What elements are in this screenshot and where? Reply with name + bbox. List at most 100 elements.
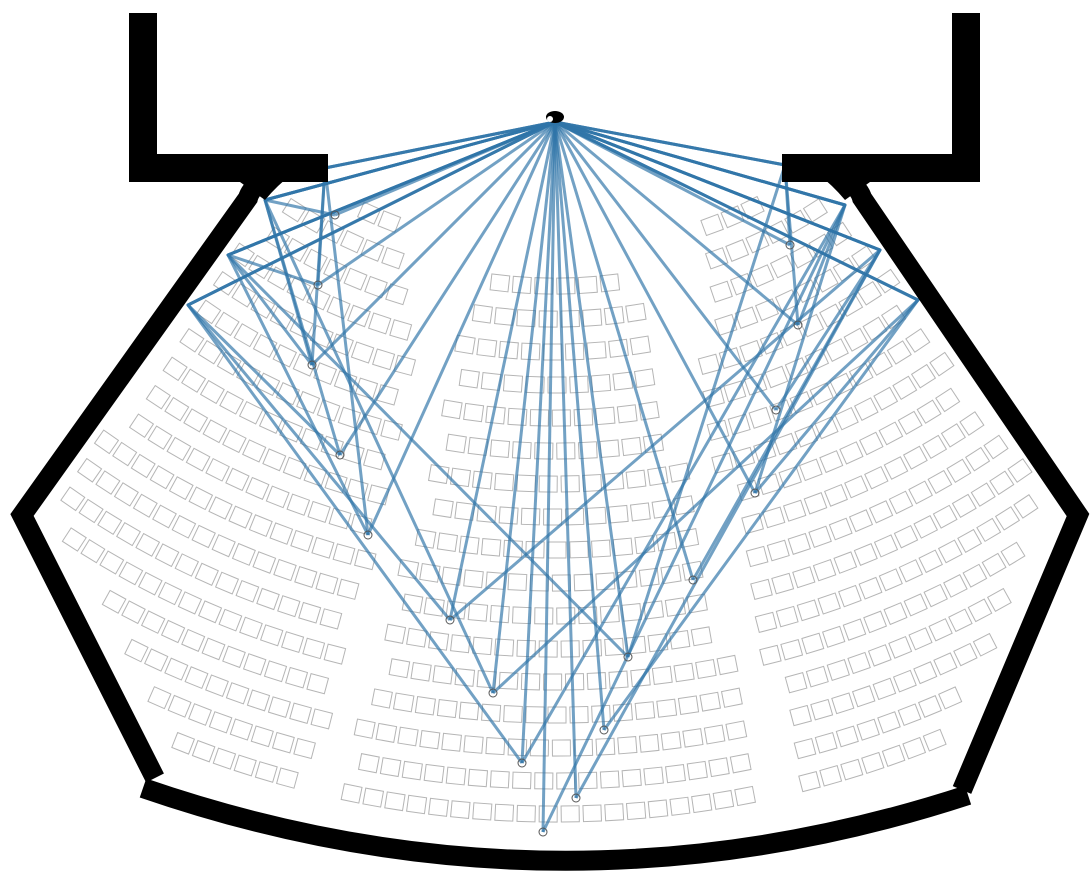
seat [844, 475, 869, 499]
seat [445, 433, 467, 454]
seat [205, 674, 229, 698]
seat [494, 472, 515, 492]
seat [121, 600, 146, 625]
seat [798, 458, 823, 482]
seat [202, 419, 228, 444]
seat [917, 695, 943, 718]
ray [448, 121, 557, 621]
seat [582, 804, 603, 823]
seat [375, 722, 398, 743]
seat [789, 704, 812, 727]
seat [93, 429, 120, 455]
seat [794, 424, 819, 448]
seat [577, 441, 598, 460]
ray [541, 121, 557, 833]
seat [116, 521, 141, 547]
seat [856, 281, 883, 306]
seat [326, 296, 351, 320]
seat [311, 536, 335, 559]
seat [340, 783, 363, 804]
stage-wall-right [782, 13, 980, 182]
seat [371, 688, 393, 709]
seat [160, 619, 186, 644]
seat [547, 376, 567, 394]
seat [265, 485, 290, 509]
seat [608, 670, 629, 689]
seat [118, 561, 144, 586]
seat [893, 524, 919, 549]
seat [534, 442, 554, 460]
seat [569, 540, 589, 559]
seat [356, 201, 382, 225]
seat [219, 390, 244, 415]
seat [842, 618, 867, 641]
seat [201, 637, 226, 661]
seat [315, 572, 339, 595]
seat [547, 706, 567, 724]
seat [293, 737, 316, 760]
seat [651, 665, 673, 685]
seat [903, 593, 928, 617]
seat [612, 537, 634, 557]
seat [851, 245, 877, 270]
seat [847, 651, 871, 675]
seat [932, 504, 958, 529]
seat [235, 579, 260, 603]
seat [873, 534, 899, 558]
seat [808, 525, 832, 549]
ray [491, 120, 920, 695]
seat [132, 493, 158, 518]
ray [186, 120, 556, 764]
seat [137, 571, 163, 596]
receiver [330, 210, 340, 220]
seat [340, 230, 365, 254]
seat [953, 642, 978, 667]
seat [898, 559, 924, 583]
seat [862, 316, 888, 341]
seat [913, 515, 939, 539]
receiver [488, 688, 498, 698]
seat [913, 661, 938, 685]
seat [916, 399, 942, 424]
stage-corner-right [784, 154, 870, 200]
seat [962, 563, 988, 588]
seat [410, 661, 432, 682]
seat [764, 365, 789, 389]
seat [406, 794, 428, 815]
seat [856, 718, 880, 741]
seat [463, 569, 484, 589]
seat [590, 373, 612, 393]
seat [633, 368, 656, 388]
walls [10, 13, 1090, 871]
seat [445, 600, 467, 620]
seat [222, 429, 247, 454]
seat [298, 601, 322, 624]
seat [289, 315, 314, 340]
receiver [750, 488, 760, 498]
seat [543, 673, 563, 691]
seat [337, 406, 362, 429]
seat [897, 703, 922, 727]
seat [164, 396, 190, 422]
seat [883, 602, 908, 626]
seat [498, 671, 519, 690]
seat [625, 302, 647, 323]
receiver [793, 320, 803, 330]
seat [489, 770, 510, 789]
seat [277, 595, 301, 618]
seat [259, 624, 284, 647]
seat [599, 605, 620, 624]
seat [485, 737, 506, 756]
seat [367, 312, 392, 335]
seat [471, 304, 493, 324]
ray [520, 120, 847, 764]
seat [908, 480, 933, 505]
receiver [599, 725, 609, 735]
seat [507, 573, 528, 592]
seat [112, 441, 138, 467]
seat [248, 514, 273, 538]
seat [494, 638, 515, 657]
seat [164, 657, 189, 681]
seat [212, 747, 237, 770]
seat [629, 335, 652, 356]
